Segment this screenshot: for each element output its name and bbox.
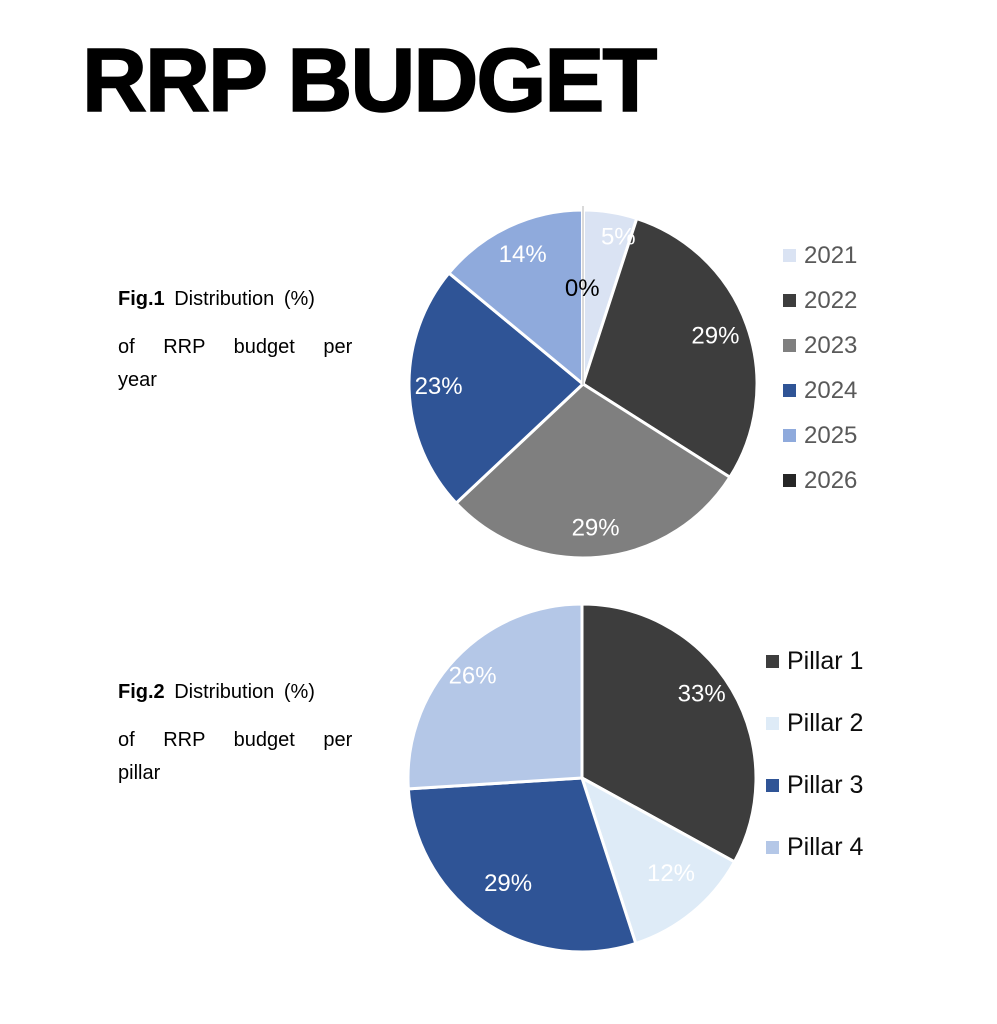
legend-swatch-icon — [783, 294, 796, 307]
fig1-tag: Fig.1 — [118, 288, 165, 310]
fig2-caption-line1: Fig.2 Distribution (%) — [118, 679, 360, 705]
fig2-pie-chart: 33% 12% 29% 26% — [404, 600, 760, 956]
fig2-title-text: Distribution (%) — [174, 681, 315, 703]
pie-data-label-pillar-3: 29% — [484, 870, 532, 897]
legend-label: 2021 — [804, 241, 858, 269]
pie-data-label-pillar-4: 26% — [449, 662, 497, 689]
pie-slice-2025 — [447, 208, 585, 386]
legend-item-pillar-3: Pillar 3 — [766, 754, 863, 816]
pie-data-label-pillar-2: 12% — [647, 860, 695, 887]
pie-data-label-2021: 5% — [601, 223, 636, 250]
fig1-title-text: Distribution (%) — [174, 288, 315, 310]
legend-item-2022: 2022 — [783, 278, 857, 323]
legend-label: Pillar 3 — [787, 770, 864, 799]
legend-label: Pillar 4 — [787, 832, 864, 861]
pie-slice-2023 — [454, 382, 732, 560]
fig2-caption-line2: of RRP budget per — [118, 729, 353, 751]
legend-item-pillar-2: Pillar 2 — [766, 692, 863, 754]
pie-slice-2022 — [581, 217, 759, 479]
legend-label: Pillar 2 — [787, 708, 864, 737]
fig1-caption-line1: Fig.1 Distribution (%) — [118, 286, 360, 312]
legend-swatch-icon — [783, 474, 796, 487]
pie-data-label-2026: 0% — [565, 275, 600, 302]
legend-label: 2022 — [804, 286, 858, 314]
fig1-legend: 2021 2022 2023 2024 2025 2026 — [783, 233, 857, 503]
fig2-legend: Pillar 1 Pillar 2 Pillar 3 Pillar 4 — [766, 630, 863, 878]
pie-svg: 5% 29% 29% 23% 14% 0% — [407, 203, 759, 560]
fig2-tag: Fig.2 — [118, 681, 165, 703]
pie-slice-pillar-3 — [406, 776, 638, 954]
pie-svg: 33% 12% 29% 26% — [406, 602, 758, 954]
legend-swatch-icon — [783, 339, 796, 352]
legend-item-2023: 2023 — [783, 323, 857, 368]
legend-item-pillar-4: Pillar 4 — [766, 816, 863, 878]
pie-data-label-2024: 23% — [415, 373, 463, 400]
pie-slice-pillar-1 — [580, 602, 758, 864]
fig1-pie-chart: 5% 29% 29% 23% 14% 0% — [405, 203, 761, 562]
legend-swatch-icon — [766, 654, 779, 668]
legend-item-2025: 2025 — [783, 413, 857, 458]
legend-item-2026: 2026 — [783, 458, 857, 503]
legend-swatch-icon — [766, 716, 779, 730]
pie-slice-pillar-2 — [580, 776, 736, 945]
page-title: RRP BUDGET — [81, 31, 658, 131]
legend-label: Pillar 1 — [787, 646, 864, 675]
fig2-caption-line3: pillar — [118, 762, 161, 784]
legend-swatch-icon — [783, 249, 796, 262]
fig1-caption: Fig.1 Distribution (%) of RRP budget per… — [118, 286, 360, 397]
legend-swatch-icon — [766, 840, 779, 854]
fig2-caption: Fig.2 Distribution (%) of RRP budget per… — [118, 679, 360, 790]
fig1-caption-line3: year — [118, 369, 157, 391]
fig1-caption-line2: of RRP budget per — [118, 336, 353, 358]
legend-label: 2023 — [804, 331, 858, 359]
pie-slice-pillar-4 — [406, 602, 584, 791]
legend-item-2024: 2024 — [783, 368, 857, 413]
legend-label: 2024 — [804, 376, 858, 404]
legend-label: 2026 — [804, 466, 858, 494]
legend-item-2021: 2021 — [783, 233, 857, 278]
legend-swatch-icon — [783, 384, 796, 397]
pie-slice-2024 — [407, 271, 585, 505]
legend-item-pillar-1: Pillar 1 — [766, 630, 863, 692]
pie-data-label-2025: 14% — [499, 241, 547, 268]
pie-data-label-2023: 29% — [572, 514, 620, 541]
legend-swatch-icon — [766, 778, 779, 792]
pie-data-label-pillar-1: 33% — [678, 681, 726, 708]
pie-data-label-2022: 29% — [691, 322, 739, 349]
legend-label: 2025 — [804, 421, 858, 449]
legend-swatch-icon — [783, 429, 796, 442]
